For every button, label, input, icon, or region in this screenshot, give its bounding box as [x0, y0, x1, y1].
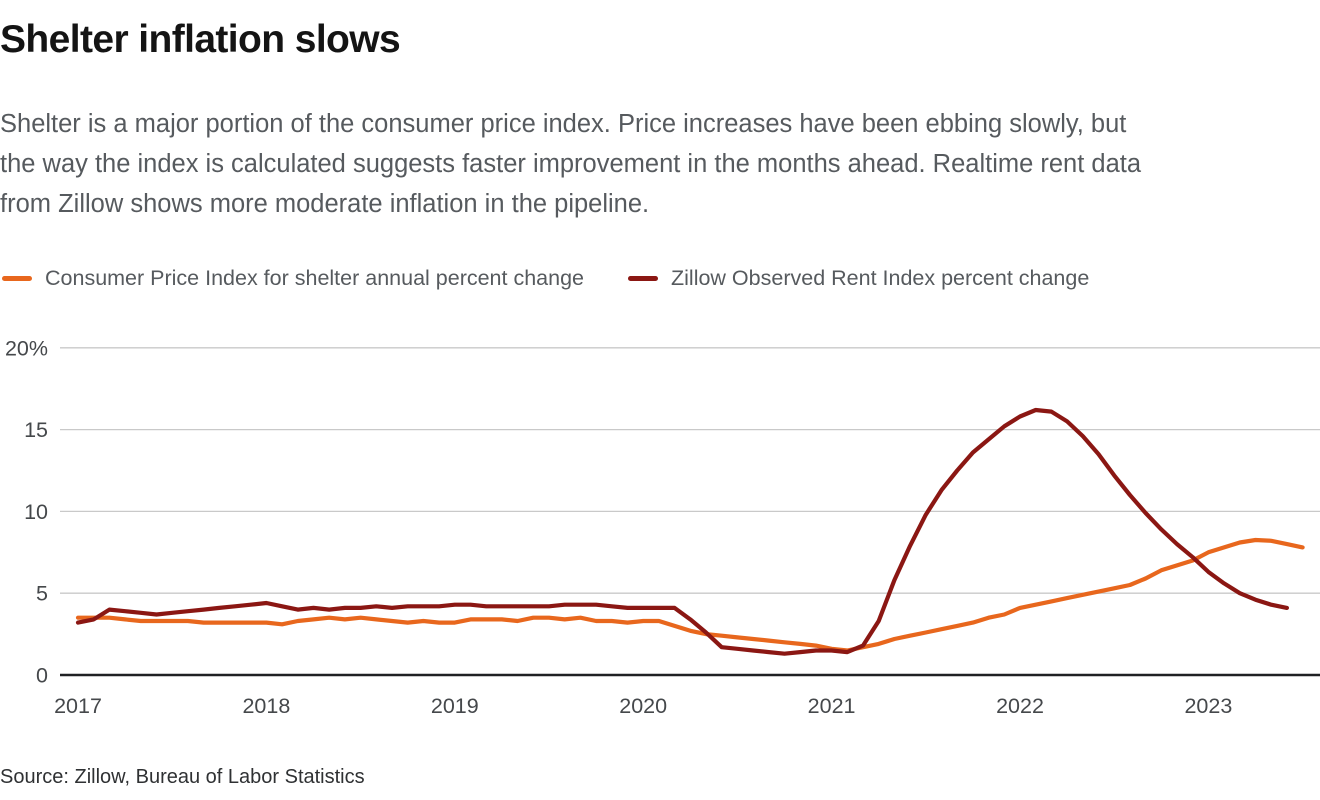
y-tick-label: 20% — [5, 336, 48, 360]
legend-swatch-zillow — [628, 276, 659, 281]
source-note: Source: Zillow, Bureau of Labor Statisti… — [0, 766, 365, 788]
legend-item-cpi: Consumer Price Index for shelter annual … — [2, 266, 584, 291]
zillow-rent-line — [75, 407, 1290, 656]
x-tick-label: 2022 — [996, 694, 1044, 718]
legend: Consumer Price Index for shelter annual … — [2, 266, 1089, 291]
legend-label-cpi: Consumer Price Index for shelter annual … — [45, 266, 585, 290]
chart-description: Shelter is a major portion of the consum… — [0, 104, 1141, 224]
x-tick-label: 2021 — [808, 694, 856, 718]
x-tick-label: 2018 — [242, 694, 290, 718]
x-tick-label: 2019 — [431, 694, 479, 718]
y-tick-label: 10 — [24, 500, 48, 524]
legend-item-zillow: Zillow Observed Rent Index percent chang… — [628, 266, 1089, 291]
legend-swatch-cpi — [2, 276, 32, 281]
y-tick-label: 0 — [36, 664, 48, 688]
legend-label-zillow: Zillow Observed Rent Index percent chang… — [671, 266, 1090, 290]
cpi-shelter-line — [75, 537, 1305, 653]
chart-svg: 0 5 10 15 20% 2017 2018 2019 2020 2021 2022 2023 — [5, 336, 1320, 718]
y-tick-label: 5 — [36, 582, 48, 606]
x-tick-label: 2023 — [1184, 694, 1232, 718]
description-line: the way the index is calculated suggests… — [0, 150, 1142, 178]
x-tick-label: 2020 — [619, 694, 667, 718]
y-tick-label: 15 — [24, 418, 48, 442]
x-tick-label: 2017 — [54, 694, 102, 718]
description-line: Shelter is a major portion of the consum… — [0, 110, 1127, 138]
description-line: from Zillow shows more moderate inflatio… — [0, 190, 650, 218]
line-chart: 0 5 10 15 20% 2017 2018 2019 2020 2021 2022 2023 — [0, 320, 1320, 740]
chart-title: Shelter inflation slows — [0, 18, 401, 61]
